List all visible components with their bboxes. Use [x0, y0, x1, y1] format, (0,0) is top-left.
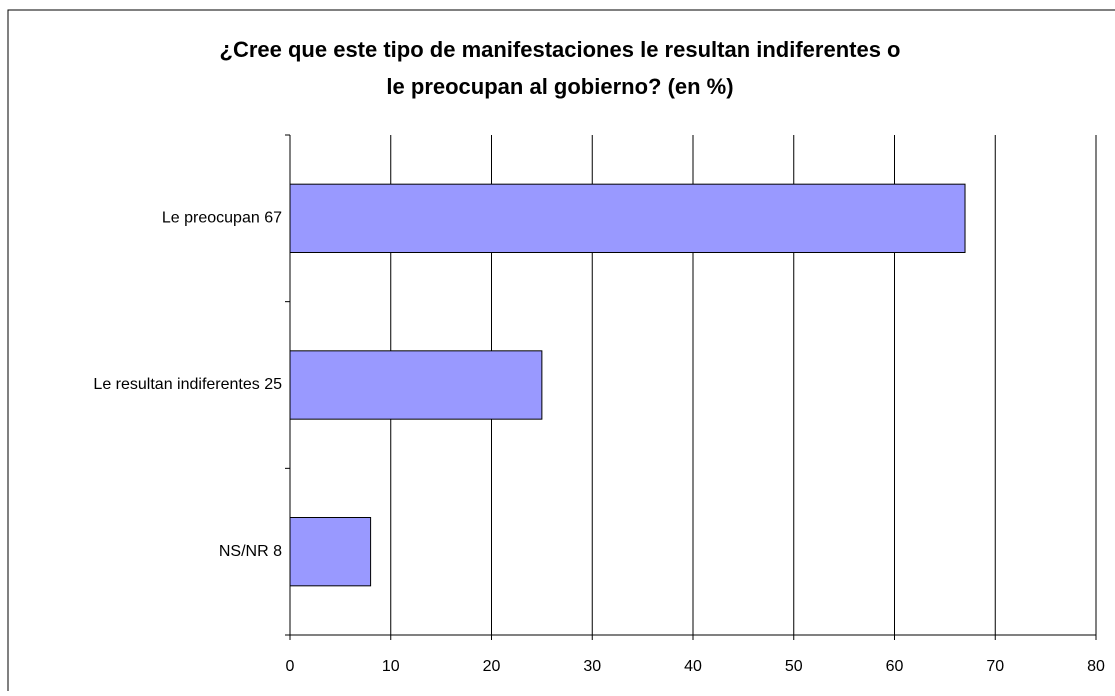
bar [289, 183, 966, 254]
chart-border [7, 9, 1115, 696]
bar [289, 517, 372, 587]
x-tick-label: 30 [583, 658, 601, 675]
x-tick-label: 10 [382, 658, 400, 675]
x-tick-label: 70 [986, 658, 1004, 675]
x-tick-label: 80 [1087, 658, 1105, 675]
y-tick-label: Le resultan indiferentes 25 [93, 376, 282, 393]
x-tick-label: 60 [886, 658, 904, 675]
y-tick-label: Le preocupan 67 [162, 210, 282, 227]
x-tick-label: 40 [684, 658, 702, 675]
x-tick-label: 50 [785, 658, 803, 675]
chart-title: ¿Cree que este tipo de manifestaciones l… [220, 37, 901, 62]
chart-title: le preocupan al gobierno? (en %) [386, 74, 733, 99]
y-tick-label: NS/NR 8 [219, 543, 282, 560]
bar [289, 350, 543, 420]
x-tick-label: 0 [286, 658, 295, 675]
x-tick-label: 20 [483, 658, 501, 675]
